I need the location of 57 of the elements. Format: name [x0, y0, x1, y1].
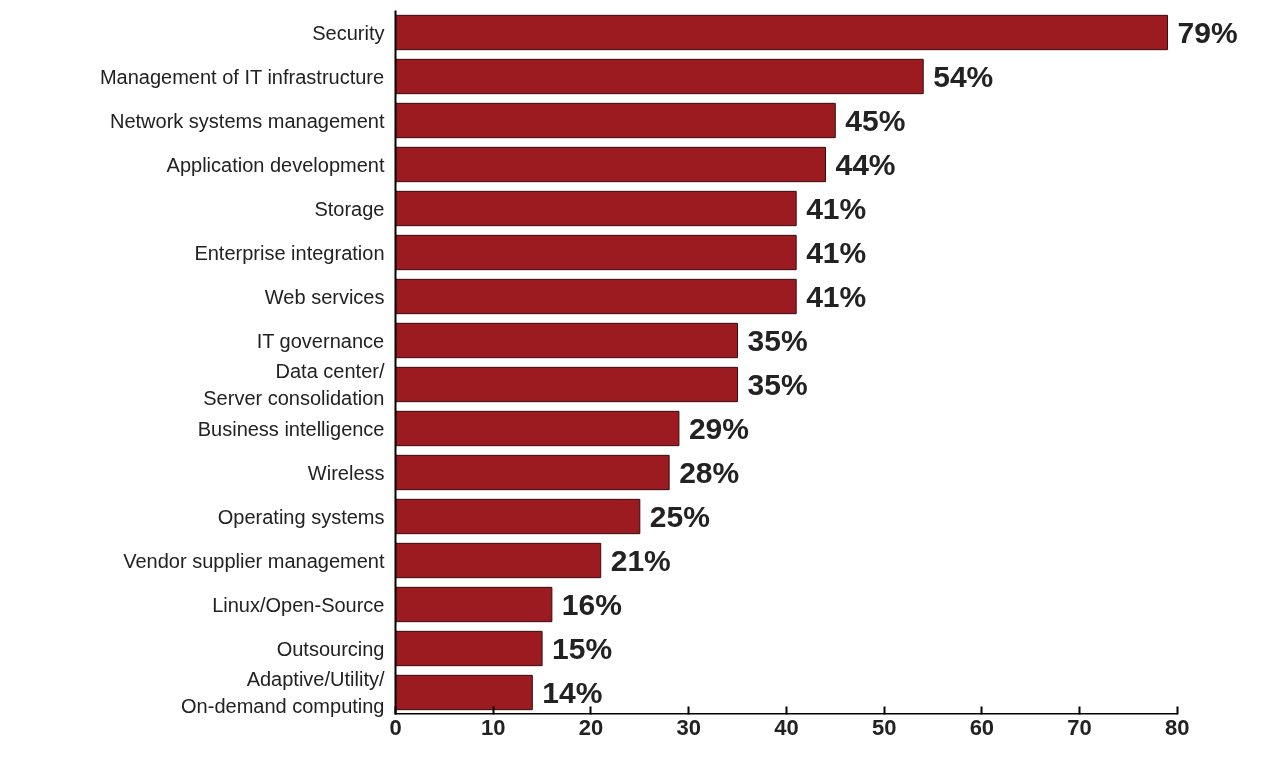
y-tick-label: Network systems management [109, 109, 385, 132]
data-label: 41% [806, 192, 867, 225]
bar [395, 234, 797, 271]
y-tick-label: Vendor supplier management [123, 549, 385, 572]
data-label: 41% [806, 280, 867, 313]
bar [395, 498, 641, 535]
y-tick-label: Business intelligence [197, 417, 385, 440]
data-label: 15% [552, 632, 613, 665]
bar [395, 542, 602, 579]
y-tick-label: Data center/ Server consolidation [203, 360, 385, 409]
data-label: 45% [845, 104, 906, 137]
bar [395, 454, 670, 491]
bar [395, 14, 1169, 51]
bar [395, 586, 553, 623]
x-tick-label: 50 [871, 714, 897, 740]
y-tick-label: Enterprise integration [194, 241, 385, 264]
bar [395, 146, 826, 183]
data-label: 29% [688, 412, 749, 445]
y-tick-label: Storage [314, 197, 385, 220]
data-label: 35% [747, 368, 808, 401]
bar [395, 322, 739, 359]
data-label: 35% [747, 324, 808, 357]
bar [395, 674, 533, 711]
x-tick-label: 0 [389, 714, 402, 740]
x-tick-label: 80 [1165, 714, 1190, 740]
y-tick-label: Linux/Open-Source [212, 593, 385, 616]
x-tick-label: 20 [578, 714, 604, 740]
data-label: 14% [542, 676, 603, 709]
bar [395, 410, 680, 447]
data-label: 16% [561, 588, 622, 621]
x-tick-label: 40 [774, 714, 799, 740]
bar [395, 278, 797, 315]
x-tick-label: 60 [969, 714, 995, 740]
bar [395, 630, 543, 667]
data-label: 21% [610, 544, 671, 577]
y-tick-label: Adaptive/Utility/ On-demand computing [181, 668, 385, 717]
x-tick-label: 10 [480, 714, 506, 740]
y-tick-label: Wireless [307, 461, 385, 484]
y-tick-label: Application development [166, 153, 385, 176]
data-label: 41% [806, 236, 867, 269]
y-tick-label: Management of IT infrastructure [99, 65, 385, 88]
y-tick-label: Operating systems [217, 505, 385, 528]
bar [395, 102, 836, 139]
bar [395, 58, 924, 95]
y-tick-label: IT governance [256, 329, 385, 352]
bar [395, 190, 797, 227]
data-label: 44% [835, 148, 896, 181]
y-tick-label: Web services [264, 285, 385, 308]
y-tick-label: Outsourcing [276, 637, 385, 660]
x-tick-label: 70 [1067, 714, 1092, 740]
data-label: 25% [649, 500, 710, 533]
data-label: 79% [1177, 16, 1238, 49]
x-tick-label: 30 [676, 714, 701, 740]
data-label: 28% [679, 456, 740, 489]
data-label: 54% [933, 60, 994, 93]
bar [395, 366, 739, 403]
y-tick-label: Security [312, 21, 385, 44]
